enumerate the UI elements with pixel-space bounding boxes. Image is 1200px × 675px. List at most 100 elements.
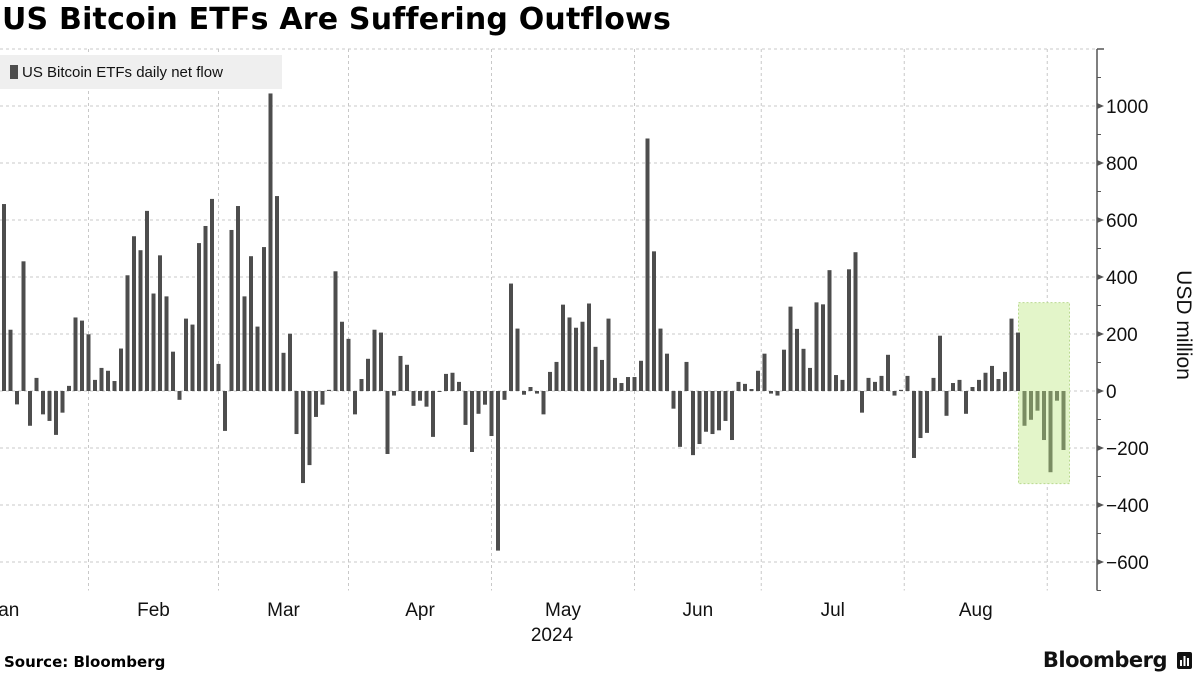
y-tick-label: 600 xyxy=(1106,211,1138,232)
bar xyxy=(509,283,513,391)
bar xyxy=(866,377,871,391)
bar xyxy=(333,271,338,391)
x-axis-labels: Jan Feb Mar Apr May Jun Jul Aug xyxy=(0,600,993,621)
chart-title: US Bitcoin ETFs Are Suffering Outflows xyxy=(2,2,672,37)
bar xyxy=(671,391,676,409)
bar xyxy=(476,391,481,414)
bar xyxy=(437,391,442,392)
y-tick-label: −400 xyxy=(1106,496,1149,517)
bar xyxy=(1048,391,1053,473)
bar xyxy=(892,391,897,396)
x-tick-label: Jun xyxy=(683,600,714,621)
bar xyxy=(119,348,123,391)
bar xyxy=(593,346,598,391)
bar xyxy=(366,358,370,391)
legend-swatch xyxy=(10,65,18,79)
bar xyxy=(353,391,357,415)
bar xyxy=(483,391,487,405)
legend: US Bitcoin ETFs daily net flow xyxy=(0,55,282,89)
bar xyxy=(808,367,812,391)
bar xyxy=(1061,391,1066,450)
bar xyxy=(626,377,630,391)
x-tick-label: Feb xyxy=(137,600,170,621)
bar xyxy=(548,371,552,391)
bar xyxy=(177,391,182,400)
bar xyxy=(249,256,253,391)
bar xyxy=(151,293,156,391)
bar xyxy=(847,269,851,391)
bar xyxy=(691,391,695,456)
bar xyxy=(54,391,58,435)
bar xyxy=(418,391,422,401)
bar xyxy=(502,391,507,400)
bar xyxy=(769,391,773,394)
bar xyxy=(567,317,572,391)
bar xyxy=(34,377,39,391)
major-tick xyxy=(1097,502,1104,508)
bar xyxy=(463,391,468,425)
bar xyxy=(216,363,221,391)
major-tick xyxy=(1097,217,1104,223)
year-label: 2024 xyxy=(531,625,574,646)
bar xyxy=(665,353,669,391)
bar xyxy=(8,329,13,391)
bar xyxy=(15,391,19,405)
bar xyxy=(645,138,650,391)
bar xyxy=(944,391,949,416)
bar xyxy=(515,328,520,391)
bar xyxy=(496,391,500,551)
bar xyxy=(340,321,344,391)
bar xyxy=(561,304,565,391)
bar xyxy=(125,275,130,391)
bar xyxy=(886,354,890,391)
bar xyxy=(990,365,994,391)
bar xyxy=(528,387,533,391)
bar xyxy=(73,317,78,391)
bar xyxy=(359,379,364,391)
bar xyxy=(1016,332,1020,391)
bar xyxy=(223,391,227,431)
bar xyxy=(346,338,351,391)
bar xyxy=(899,389,903,391)
bar xyxy=(743,383,747,391)
bar xyxy=(145,210,149,391)
bar xyxy=(275,196,279,391)
bar xyxy=(717,391,721,431)
bar xyxy=(957,379,962,391)
bar xyxy=(639,360,643,391)
bar xyxy=(229,229,234,391)
bar xyxy=(1035,391,1040,411)
bar xyxy=(827,270,832,391)
bar xyxy=(372,329,377,391)
bar xyxy=(470,391,474,452)
bloomberg-logo: Bloomberg xyxy=(1043,648,1192,672)
bar xyxy=(457,381,461,391)
bar xyxy=(801,348,806,391)
bar xyxy=(255,326,260,391)
bar xyxy=(1042,391,1046,441)
bar xyxy=(814,302,819,391)
bar xyxy=(704,391,708,432)
bar xyxy=(405,364,409,391)
bar xyxy=(444,373,448,391)
major-tick xyxy=(1097,388,1104,394)
major-tick xyxy=(1097,331,1104,337)
bar xyxy=(93,379,97,391)
bar xyxy=(431,391,435,437)
bar xyxy=(489,391,494,437)
bar xyxy=(795,328,799,391)
bar xyxy=(411,391,416,406)
bar xyxy=(1009,318,1014,391)
bar xyxy=(554,361,559,391)
bar xyxy=(730,391,734,441)
bar xyxy=(574,327,578,391)
bar xyxy=(658,328,663,391)
x-tick-label: Mar xyxy=(267,600,300,621)
bar xyxy=(788,306,793,391)
bar xyxy=(106,370,110,391)
bar xyxy=(203,225,208,391)
x-tick-label: Aug xyxy=(959,600,993,621)
bar xyxy=(905,375,910,391)
bar xyxy=(632,377,637,391)
